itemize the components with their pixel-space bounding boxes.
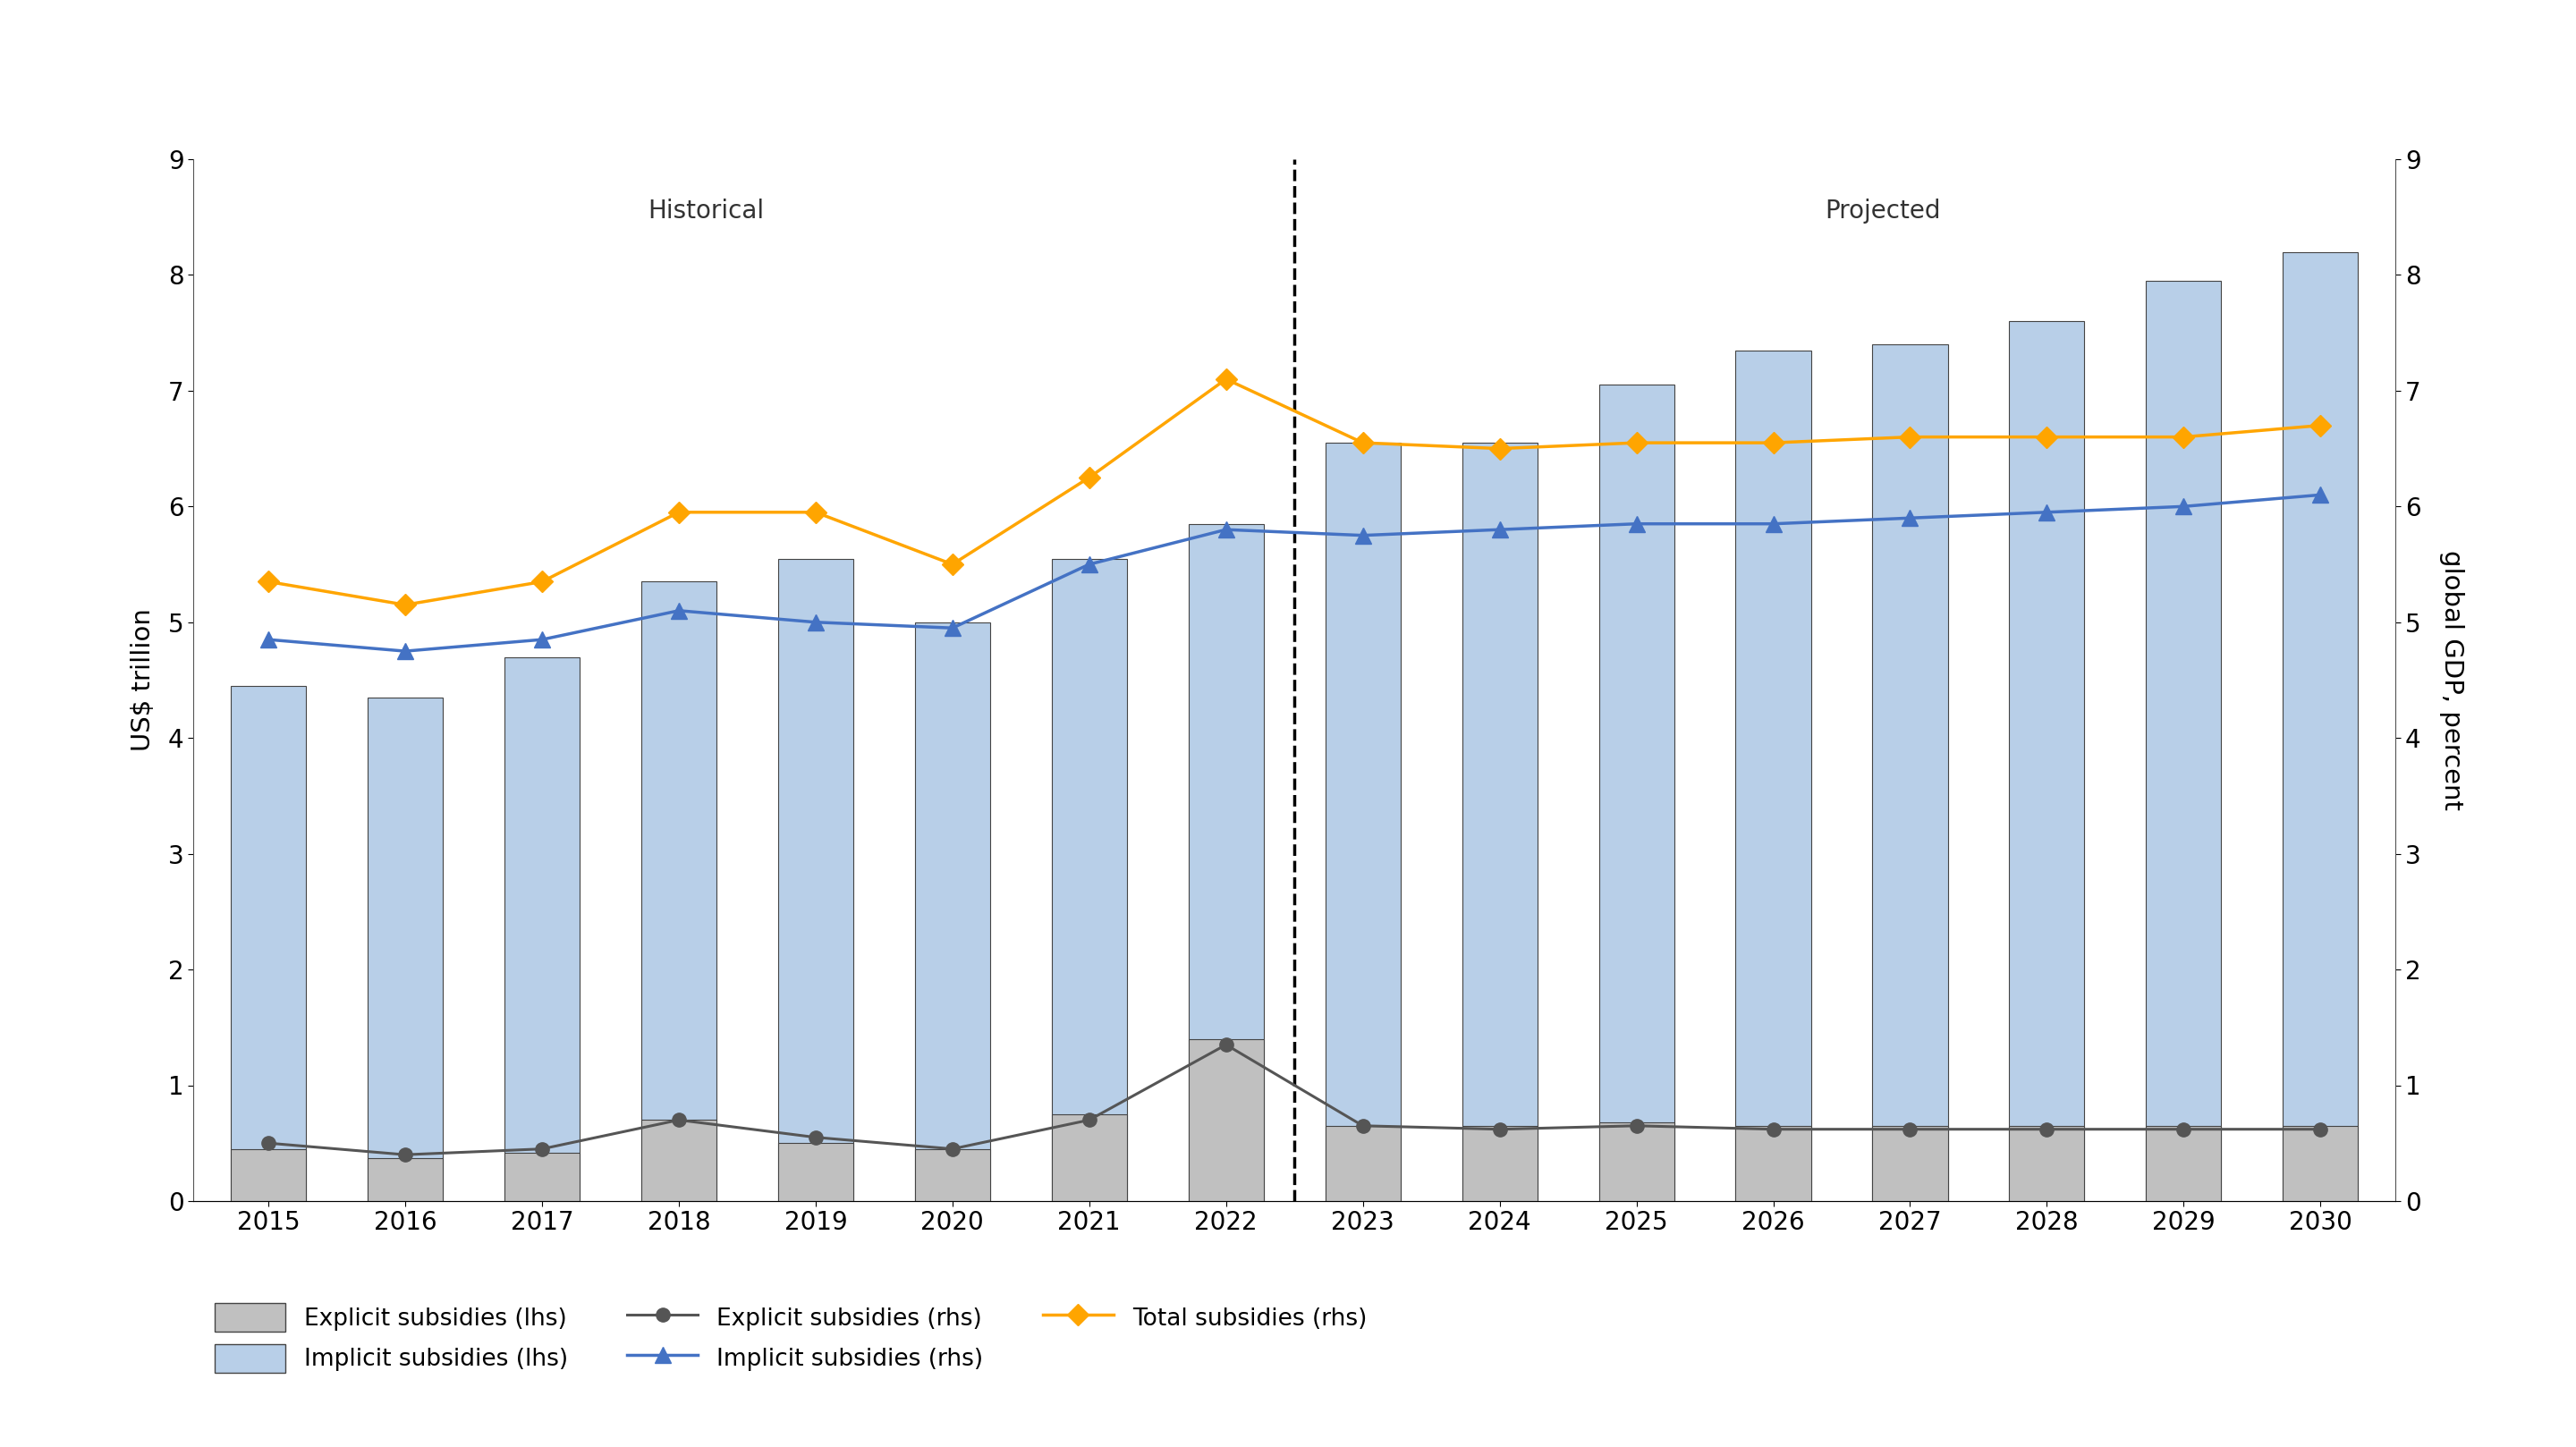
Bar [232,686,307,1201]
Bar [914,622,989,1201]
Bar [2282,1126,2357,1201]
Bar [2009,321,2084,1201]
Bar [232,1149,307,1201]
Bar [1600,1123,1674,1201]
Bar [778,559,853,1201]
Bar [505,657,580,1201]
Bar [1051,559,1126,1201]
Bar [368,697,443,1201]
Y-axis label: US$ trillion: US$ trillion [131,609,155,751]
Bar [368,1158,443,1201]
Y-axis label: global GDP, percent: global GDP, percent [2439,550,2465,810]
Bar [641,582,716,1201]
Bar [1188,1039,1265,1201]
Legend: Explicit subsidies (lhs), Implicit subsidies (lhs), Explicit subsidies (rhs), Im: Explicit subsidies (lhs), Implicit subsi… [206,1294,1376,1382]
Bar [1600,385,1674,1201]
Bar [1873,1126,1947,1201]
Bar [2146,281,2221,1201]
Text: Projected: Projected [1824,198,1940,224]
Bar [914,1149,989,1201]
Bar [505,1152,580,1201]
Bar [1736,350,1811,1201]
Text: Stop financing and subsidies for fossil fuel: Stop financing and subsidies for fossil … [659,39,1917,91]
Bar [1463,1126,1538,1201]
Bar [1324,443,1401,1201]
Bar [1873,344,1947,1201]
Bar [1051,1114,1126,1201]
Bar [2009,1126,2084,1201]
Bar [1188,524,1265,1201]
Bar [2282,252,2357,1201]
Bar [1736,1126,1811,1201]
Bar [1324,1126,1401,1201]
Bar [2146,1126,2221,1201]
Bar [778,1143,853,1201]
Bar [1463,443,1538,1201]
Text: Historical: Historical [649,198,765,224]
Bar [641,1120,716,1201]
